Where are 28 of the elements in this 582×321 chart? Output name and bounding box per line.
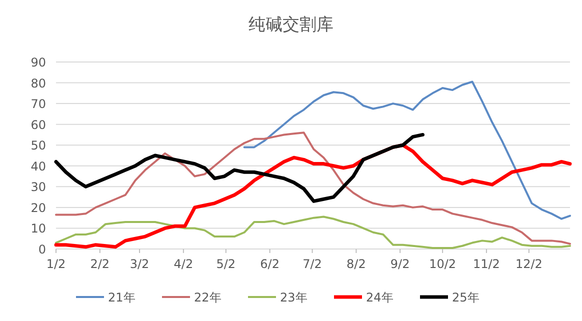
- x-tick-label: 2/2: [90, 257, 110, 271]
- x-tick-label: 5/2: [216, 257, 236, 271]
- x-tick-label: 1/2: [46, 257, 66, 271]
- x-tick-label: 4/2: [174, 257, 194, 271]
- legend-label: 23年: [280, 290, 308, 304]
- x-tick-label: 12/2: [515, 257, 542, 271]
- y-tick-label: 20: [30, 200, 46, 215]
- y-tick-label: 70: [30, 97, 46, 112]
- y-tick-label: 10: [30, 222, 46, 236]
- y-tick-label: 40: [30, 159, 46, 174]
- x-tick-label: 6/2: [260, 257, 280, 271]
- title: 纯碱交割库: [248, 15, 334, 35]
- y-tick-label: 60: [30, 118, 46, 132]
- legend-label: 24年: [366, 290, 394, 304]
- x-tick-label: 7/2: [302, 257, 322, 271]
- y-tick-label: 0: [38, 242, 46, 256]
- x-tick-label: 10/2: [429, 257, 456, 271]
- x-tick-label: 3/2: [130, 257, 150, 271]
- x-tick-label: 9/2: [390, 257, 410, 271]
- y-tick-label: 30: [30, 180, 46, 194]
- y-tick-label: 90: [30, 56, 46, 70]
- x-tick-label: 11/2: [472, 257, 500, 271]
- legend-label: 22年: [194, 290, 222, 304]
- y-tick-label: 80: [30, 76, 46, 90]
- y-tick-label: 50: [30, 138, 46, 153]
- x-tick-label: 8/2: [346, 257, 366, 271]
- legend-label: 21年: [108, 290, 136, 304]
- legend-label: 25年: [452, 290, 480, 304]
